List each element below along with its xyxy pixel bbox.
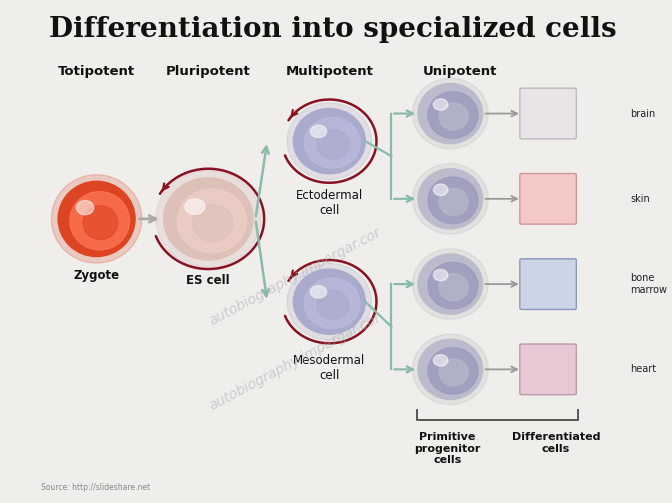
Ellipse shape xyxy=(310,286,327,298)
Ellipse shape xyxy=(77,201,93,215)
Text: ES cell: ES cell xyxy=(187,274,230,287)
Text: Unipotent: Unipotent xyxy=(423,65,497,78)
Ellipse shape xyxy=(418,83,482,144)
Ellipse shape xyxy=(428,177,478,224)
Ellipse shape xyxy=(293,109,366,174)
Ellipse shape xyxy=(177,189,247,253)
Ellipse shape xyxy=(304,278,360,328)
Ellipse shape xyxy=(428,92,478,138)
Text: Zygote: Zygote xyxy=(73,269,120,282)
Text: Totipotent: Totipotent xyxy=(58,65,135,78)
Ellipse shape xyxy=(156,171,261,267)
FancyBboxPatch shape xyxy=(520,344,577,395)
Text: Ectodermal
cell: Ectodermal cell xyxy=(296,189,363,217)
Text: brain: brain xyxy=(630,109,656,119)
Ellipse shape xyxy=(413,78,489,149)
Ellipse shape xyxy=(433,184,448,196)
Text: bone
marrow: bone marrow xyxy=(630,273,667,295)
Text: autobiography.impergar.cor: autobiography.impergar.cor xyxy=(207,310,384,413)
Text: autobiography.impergar.cor: autobiography.impergar.cor xyxy=(207,225,384,328)
Text: Multipotent: Multipotent xyxy=(286,65,373,78)
Ellipse shape xyxy=(433,270,448,281)
Ellipse shape xyxy=(51,175,142,263)
Ellipse shape xyxy=(163,178,253,260)
Ellipse shape xyxy=(304,118,360,168)
Ellipse shape xyxy=(413,163,489,234)
Text: Primitive
progenitor
cells: Primitive progenitor cells xyxy=(414,432,480,465)
Text: Source: http://slideshare.net: Source: http://slideshare.net xyxy=(41,483,150,492)
Text: heart: heart xyxy=(630,364,657,374)
Ellipse shape xyxy=(193,205,233,241)
Ellipse shape xyxy=(83,206,118,239)
Ellipse shape xyxy=(428,262,478,309)
Ellipse shape xyxy=(310,125,327,137)
FancyBboxPatch shape xyxy=(520,174,577,224)
Ellipse shape xyxy=(317,290,349,319)
Ellipse shape xyxy=(287,264,372,340)
Ellipse shape xyxy=(433,355,448,366)
Ellipse shape xyxy=(418,254,482,314)
Text: Differentiation into specialized cells: Differentiation into specialized cells xyxy=(48,16,616,43)
FancyBboxPatch shape xyxy=(520,88,577,139)
Ellipse shape xyxy=(70,192,130,250)
Ellipse shape xyxy=(428,348,478,394)
Ellipse shape xyxy=(439,359,468,386)
Ellipse shape xyxy=(58,181,135,257)
FancyBboxPatch shape xyxy=(520,259,577,309)
Ellipse shape xyxy=(439,188,468,215)
Ellipse shape xyxy=(418,340,482,399)
Ellipse shape xyxy=(439,103,468,130)
Ellipse shape xyxy=(413,249,489,319)
Text: skin: skin xyxy=(630,194,650,204)
Ellipse shape xyxy=(185,199,205,214)
Ellipse shape xyxy=(413,334,489,405)
Ellipse shape xyxy=(433,99,448,110)
Ellipse shape xyxy=(439,274,468,301)
Ellipse shape xyxy=(287,103,372,180)
Ellipse shape xyxy=(418,169,482,229)
Ellipse shape xyxy=(317,130,349,159)
Text: Differentiated
cells: Differentiated cells xyxy=(511,432,600,454)
Text: Mesodermal
cell: Mesodermal cell xyxy=(293,354,366,382)
Text: Pluripotent: Pluripotent xyxy=(166,65,251,78)
Ellipse shape xyxy=(293,269,366,334)
